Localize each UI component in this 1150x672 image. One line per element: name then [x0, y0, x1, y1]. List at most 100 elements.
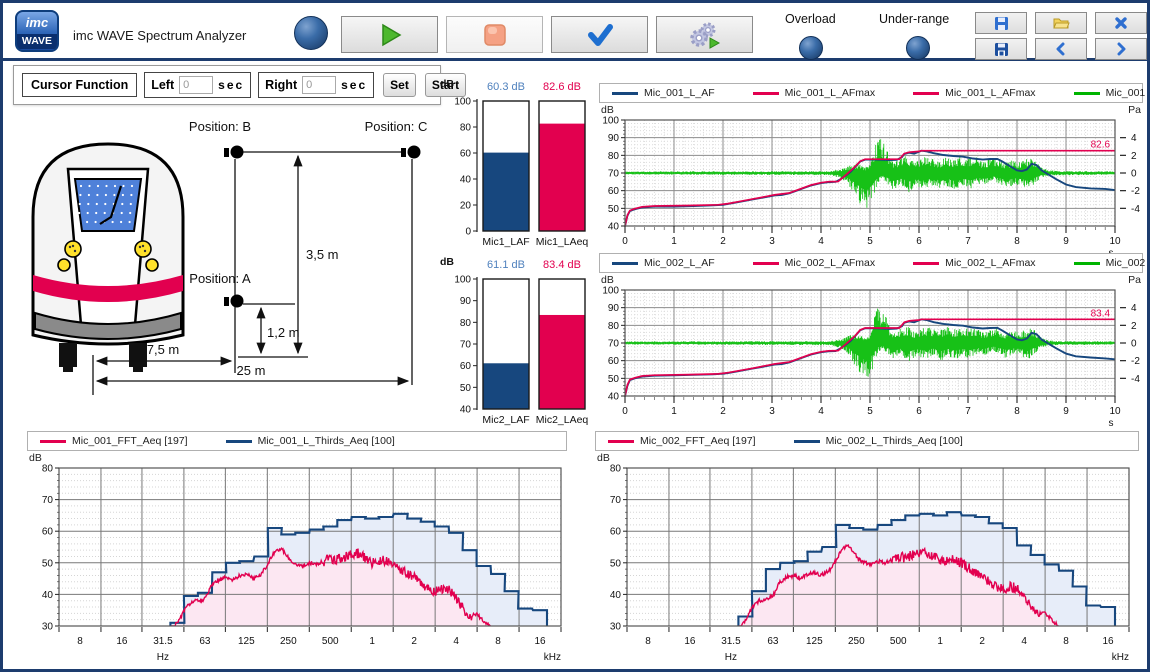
position-c-label: Position: C — [365, 119, 428, 134]
bar-chart-mic1-levels: dB 0 20 40 60 80 100 60.3 dB Mic1_LAF 82.6 dB Mic1… — [437, 75, 593, 253]
fft-series — [171, 547, 491, 626]
save-as-button[interactable] — [975, 38, 1027, 60]
legend-item[interactable]: Mic_001 — [1073, 87, 1145, 99]
axis-units-row: dB — [591, 451, 1143, 464]
legend-item[interactable]: Mic_001_FFT_Aeq [197] — [40, 435, 188, 447]
svg-text:0: 0 — [622, 406, 628, 417]
dim-3-5m-label: 3,5 m — [306, 247, 339, 262]
svg-text:4: 4 — [818, 406, 824, 417]
start-measurement-button[interactable] — [341, 16, 438, 53]
legend-item[interactable]: Mic_002_L_AFmax — [752, 257, 875, 269]
legend-item[interactable]: Mic_002_L_AFmax — [913, 257, 1036, 269]
axis-units-row: dB Pa — [595, 103, 1147, 116]
svg-text:10: 10 — [1109, 406, 1121, 417]
svg-text:250: 250 — [280, 636, 297, 647]
svg-text:16: 16 — [684, 636, 696, 647]
svg-text:40: 40 — [608, 222, 620, 233]
legend-item[interactable]: Mic_002 — [1073, 257, 1145, 269]
legend-item[interactable]: Mic_002_L_AF — [612, 257, 715, 269]
legend-item[interactable]: Mic_001_L_AFmax — [913, 87, 1036, 99]
cursor-function-panel: Cursor Function Left sec Right sec Set S… — [13, 65, 467, 105]
svg-text:1: 1 — [671, 406, 677, 417]
svg-text:40: 40 — [460, 405, 472, 416]
svg-text:2: 2 — [1131, 151, 1137, 162]
legend-item[interactable]: Mic_001_L_Thirds_Aeq [100] — [225, 435, 395, 447]
svg-text:Mic2_LAeq: Mic2_LAeq — [536, 414, 589, 426]
app-title: imc WAVE Spectrum Analyzer — [73, 28, 247, 43]
svg-text:40: 40 — [608, 392, 620, 403]
svg-text:9: 9 — [1063, 406, 1069, 417]
train-front-illustration — [31, 142, 185, 372]
close-button[interactable] — [1095, 12, 1147, 34]
cursor-left-input[interactable] — [179, 76, 214, 94]
start-button[interactable]: Start — [424, 73, 467, 97]
svg-text:2: 2 — [979, 636, 985, 647]
legend-swatch-icon — [913, 91, 940, 95]
processing-settings-button[interactable] — [656, 16, 753, 53]
spectrum-plot: 30 40 50 60 70 80 8 16 31.5 63 125 250 500 1 2 4 8 16 Hz kH… — [42, 464, 562, 663]
confirm-button[interactable] — [551, 16, 648, 53]
svg-text:125: 125 — [238, 636, 255, 647]
svg-text:60: 60 — [460, 361, 472, 372]
thirds-series — [169, 512, 549, 626]
svg-text:8: 8 — [495, 636, 501, 647]
legend-item[interactable]: Mic_002_L_Thirds_Aeq [100] — [793, 435, 963, 447]
legend-item[interactable]: Mic_002_FFT_Aeq [197] — [608, 435, 756, 447]
legend-item[interactable]: Mic_001_L_AF — [612, 87, 715, 99]
svg-text:90: 90 — [608, 133, 620, 144]
svg-text:80: 80 — [42, 464, 54, 475]
y-axis-unit-right: Pa — [1128, 273, 1141, 286]
checkmark-icon — [587, 23, 613, 46]
svg-text:83.4 dB: 83.4 dB — [543, 259, 581, 271]
svg-text:60: 60 — [460, 149, 472, 160]
save-icon — [994, 16, 1008, 30]
svg-text:2: 2 — [411, 636, 417, 647]
dim-25m-label: 25 m — [237, 363, 266, 378]
fft-area — [739, 545, 1059, 626]
axis-units-row: dB — [23, 451, 571, 464]
svg-text:Hz: Hz — [725, 652, 737, 663]
svg-text:8: 8 — [77, 636, 83, 647]
cursor-right-input[interactable] — [302, 76, 337, 94]
bar-Mic1_LAF — [483, 152, 529, 231]
play-icon — [381, 23, 401, 46]
afmax-series — [625, 149, 1115, 226]
svg-text:70: 70 — [608, 339, 620, 350]
fft-series — [739, 543, 1059, 626]
position-b-label: Position: B — [189, 119, 251, 134]
bar-Mic2_LAF — [483, 363, 529, 409]
save-button[interactable] — [975, 12, 1027, 34]
legend-item[interactable]: Mic_001_L_AFmax — [752, 87, 875, 99]
chevron-right-icon — [1117, 42, 1126, 56]
previous-button[interactable] — [1035, 38, 1087, 60]
svg-text:50: 50 — [610, 558, 622, 569]
svg-text:dB: dB — [440, 78, 454, 90]
svg-text:60.3 dB: 60.3 dB — [487, 81, 525, 93]
stop-measurement-button[interactable] — [446, 16, 543, 53]
set-button[interactable]: Set — [383, 73, 416, 97]
open-button[interactable] — [1035, 12, 1087, 34]
logo-text-imc: imc — [25, 15, 49, 30]
svg-text:4: 4 — [1131, 303, 1137, 314]
chart-legend: Mic_001_FFT_Aeq [197] Mic_001_L_Thirds_Ae… — [27, 431, 567, 451]
waveform-series — [625, 308, 1115, 377]
svg-text:83.4: 83.4 — [1091, 308, 1111, 319]
next-button[interactable] — [1095, 38, 1147, 60]
svg-text:s: s — [1109, 418, 1114, 426]
legend-swatch-icon — [793, 439, 820, 443]
toolbar: imc WAVE imc WAVE Spectrum Analyzer — [3, 3, 1147, 61]
svg-text:kHz: kHz — [544, 652, 561, 663]
fft-area — [171, 548, 491, 626]
cursor-left-group: Left sec — [144, 72, 252, 98]
open-folder-icon — [1052, 18, 1070, 29]
overload-indicator — [799, 36, 823, 60]
svg-text:100: 100 — [602, 286, 619, 297]
dim-1-2m-label: 1,2 m — [267, 325, 300, 340]
underrange-label: Under-range — [879, 12, 950, 26]
svg-text:70: 70 — [42, 495, 54, 506]
y-axis-unit-left: dB — [601, 103, 614, 116]
microphone-b-icon — [224, 145, 244, 159]
microphone-icons — [224, 145, 421, 308]
svg-text:70: 70 — [460, 340, 472, 351]
legend-label: Mic_002_FFT_Aeq [197] — [640, 435, 756, 447]
